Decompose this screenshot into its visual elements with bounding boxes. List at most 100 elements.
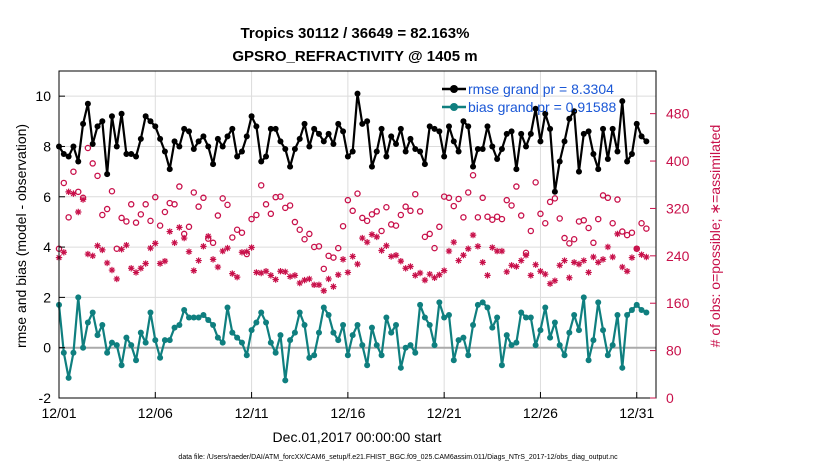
obs-assimilated-point (330, 283, 337, 290)
obs-assimilated-point (339, 256, 347, 263)
obs-assimilated-point (628, 254, 636, 261)
obs-assimilated-point (349, 253, 356, 260)
rmse-point (407, 135, 414, 142)
obs-assimilated-point (190, 267, 198, 274)
rmse-point (99, 118, 106, 125)
bias-point (445, 311, 452, 318)
rmse-point (595, 166, 602, 173)
obs-assimilated-point (180, 234, 188, 242)
obs-possible-point (383, 203, 390, 211)
obs-assimilated-point (94, 242, 101, 249)
bias-point (84, 319, 91, 326)
obs-possible-point (200, 194, 207, 202)
obs-assimilated-point (368, 231, 376, 238)
obs-assimilated-point (103, 259, 111, 267)
obs-assimilated-point (359, 234, 366, 242)
rmse-point (537, 138, 544, 145)
rmse-point (556, 158, 563, 165)
y-tick-label: 6 (43, 189, 51, 205)
obs-possible-point (513, 183, 520, 190)
obs-assimilated-point (498, 247, 506, 255)
rmse-point (195, 138, 202, 145)
rmse-point (60, 151, 67, 158)
rmse-point (628, 151, 635, 158)
bias-point (417, 301, 424, 308)
obs-possible-point (397, 211, 405, 219)
obs-assimilated-point (253, 269, 260, 276)
rmse-point (378, 125, 385, 132)
y-tick-label: 10 (35, 88, 51, 104)
obs-possible-point (421, 233, 429, 241)
bias-point (171, 324, 178, 331)
bias-point (378, 352, 385, 359)
obs-possible-point (368, 211, 376, 218)
obs-assimilated-point (465, 245, 472, 252)
obs-assimilated-point (604, 243, 612, 251)
obs-possible-point (185, 223, 193, 231)
obs-assimilated-point (118, 246, 125, 253)
x-tick-label: 12/16 (330, 405, 365, 421)
obs-possible-point (94, 172, 101, 180)
rmse-point (388, 133, 395, 140)
obs-possible-point (416, 208, 424, 215)
chart-subtitle: GPSRO_REFRACTIVITY @ 1405 m (232, 48, 477, 65)
obs-assimilated-point (431, 274, 438, 281)
obs-assimilated-point (156, 260, 164, 267)
obs-assimilated-point (580, 257, 587, 264)
bias-point (575, 327, 582, 334)
bias-point (542, 304, 549, 311)
y-tick-label: 4 (43, 239, 51, 255)
obs-assimilated-point (633, 245, 640, 252)
obs-assimilated-point (344, 269, 352, 276)
rmse-point (335, 120, 342, 127)
obs-possible-point (214, 212, 222, 219)
bias-point (330, 329, 337, 336)
y2-tick-label: 480 (666, 106, 690, 122)
obs-assimilated-point (421, 276, 429, 284)
rmse-point (619, 98, 626, 105)
obs-assimilated-point (445, 247, 453, 255)
bias-point (263, 319, 270, 326)
obs-possible-point (70, 168, 77, 175)
y-axis-left: -2 0 2 4 6 8 10 (35, 88, 65, 406)
obs-possible-point (638, 219, 645, 227)
y2-tick-label: 400 (666, 153, 690, 169)
obs-series (55, 144, 650, 294)
obs-assimilated-point (219, 247, 226, 255)
bias-point (604, 352, 611, 359)
obs-assimilated-point (513, 263, 520, 270)
obs-possible-point (291, 218, 299, 226)
obs-assimilated-point (147, 244, 154, 252)
bias-point (474, 301, 481, 308)
rmse-point (643, 138, 650, 145)
obs-possible-point (152, 193, 159, 201)
rmse-point (368, 163, 375, 170)
bias-point (301, 322, 308, 329)
obs-possible-point (484, 213, 491, 220)
obs-assimilated-point (484, 272, 491, 279)
obs-assimilated-point (503, 268, 510, 276)
bias-point (551, 319, 558, 326)
obs-assimilated-point (152, 240, 159, 247)
obs-assimilated-point (310, 281, 318, 289)
bias-point (566, 329, 573, 336)
bias-point (296, 309, 303, 316)
obs-possible-point (378, 227, 385, 235)
bias-point (633, 301, 640, 308)
bias-point (214, 334, 221, 341)
obs-assimilated-point (128, 265, 135, 272)
bias-point (364, 362, 371, 369)
obs-possible-point (551, 195, 559, 202)
bias-point (272, 349, 279, 356)
bias-point (277, 332, 284, 339)
bias-point (571, 311, 578, 318)
rmse-point (600, 125, 607, 132)
rmse-point (94, 123, 101, 130)
bias-point (407, 342, 414, 349)
y2-tick-label: 80 (666, 343, 682, 359)
obs-possible-point (359, 214, 366, 222)
obs-assimilated-point (383, 242, 390, 249)
rmse-point (494, 156, 501, 163)
bias-point (441, 314, 448, 321)
rmse-point (421, 161, 428, 168)
